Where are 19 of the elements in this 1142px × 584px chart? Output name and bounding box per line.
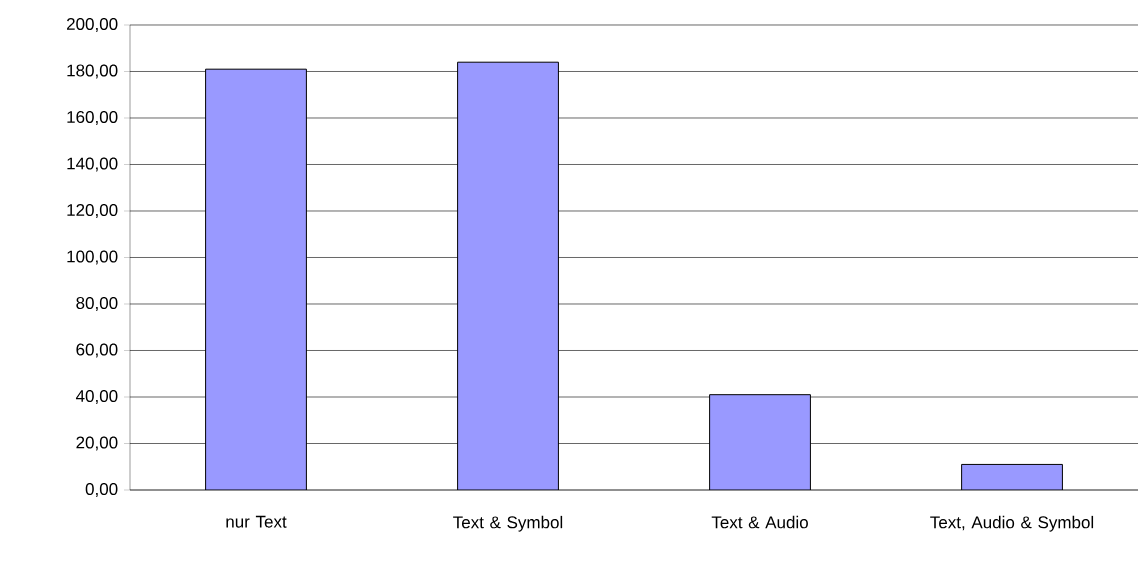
y-tick-label: 60,00 (76, 343, 118, 358)
y-tick-label: 160,00 (67, 110, 118, 126)
y-tick-label: 120,00 (67, 203, 118, 219)
x-tick-label: Text & Audio (711, 515, 808, 529)
y-tick-label: 40,00 (75, 389, 118, 405)
y-tick-label: 0,00 (85, 482, 118, 498)
x-tick-label: nur Text (226, 515, 287, 528)
x-tick-label: Text, Audio & Symbol (930, 515, 1094, 532)
y-tick-label: 200,00 (67, 17, 118, 33)
x-tick-label: Text & Symbol (453, 515, 563, 532)
bar (961, 463, 1063, 490)
bar (205, 68, 307, 490)
bar (709, 394, 811, 490)
bar (457, 61, 559, 490)
y-tick-label: 100,00 (67, 250, 118, 265)
y-tick-label: 180,00 (67, 64, 118, 79)
y-tick-label: 20,00 (76, 436, 118, 451)
y-tick-label: 140,00 (67, 157, 118, 172)
y-tick-label: 80,00 (76, 296, 118, 312)
